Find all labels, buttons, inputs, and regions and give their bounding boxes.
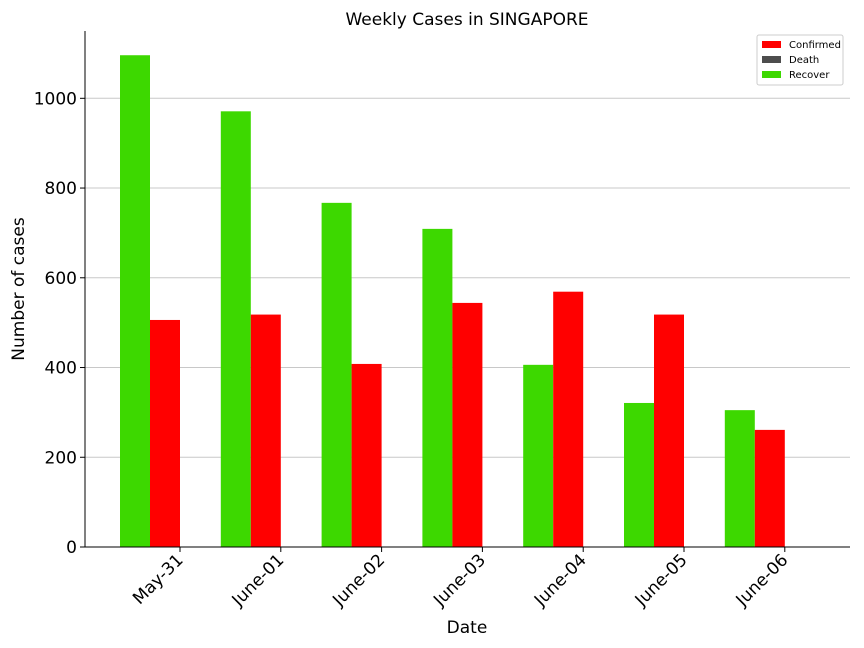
bar-confirmed <box>250 314 281 547</box>
axes <box>84 31 850 548</box>
x-tick-label: June-03 <box>429 550 490 611</box>
x-axis-title: Date <box>447 618 488 638</box>
legend-swatch <box>762 71 781 78</box>
bar-confirmed <box>654 314 684 547</box>
x-tick-label: June-06 <box>732 550 793 611</box>
y-ticks: 0 200 400 600 800 1000 <box>34 89 85 558</box>
chart-title: Weekly Cases in SINGAPORE <box>345 10 588 30</box>
bar-recover <box>724 410 755 547</box>
y-tick-label: 1000 <box>34 89 77 109</box>
gridlines <box>85 97 850 458</box>
x-tick-label: June-02 <box>328 550 389 611</box>
y-tick-label: 600 <box>45 269 77 289</box>
bar-recover <box>422 228 453 547</box>
bar-confirmed <box>754 429 785 547</box>
y-tick-label: 200 <box>45 448 77 468</box>
bar-recover <box>321 202 352 547</box>
y-tick-label: 800 <box>45 179 77 199</box>
legend-label: Recover <box>789 70 830 81</box>
x-tick-label: June-01 <box>228 550 289 611</box>
x-tick-label: June-05 <box>631 550 692 611</box>
legend-label: Death <box>789 55 819 66</box>
legend-swatch <box>762 41 781 48</box>
legend: Confirmed Death Recover <box>756 34 844 86</box>
bar-recover <box>120 55 150 548</box>
y-axis-title: Number of cases <box>9 217 29 361</box>
bars <box>120 55 785 548</box>
x-tick-label: June-04 <box>530 550 591 611</box>
bar-confirmed <box>452 302 483 547</box>
bar-recover <box>523 364 554 547</box>
legend-label: Confirmed <box>789 40 841 51</box>
x-ticks: May-31 June-01 June-02 June-03 June-04 June-0… <box>129 547 792 611</box>
bar-confirmed <box>553 291 584 547</box>
legend-swatch <box>762 56 781 63</box>
y-tick-label: 0 <box>66 538 77 558</box>
bar-recover <box>220 111 251 547</box>
bar-confirmed <box>150 319 180 547</box>
y-tick-label: 400 <box>45 359 77 379</box>
x-tick-label: May-31 <box>129 550 187 608</box>
bar-recover <box>624 402 654 547</box>
bar-confirmed <box>351 363 382 547</box>
